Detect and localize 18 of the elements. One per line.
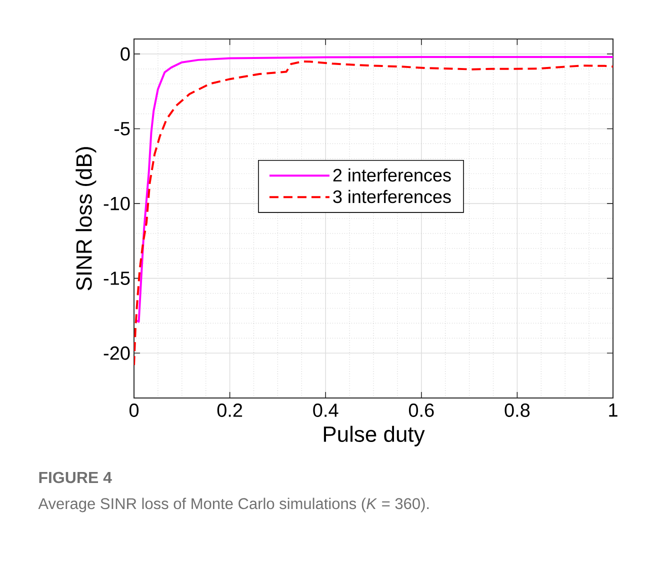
y-axis-title: SINR loss (dB) [76, 147, 96, 290]
legend-label: 2 interferences [333, 168, 451, 182]
y-tick-label: -20 [104, 346, 130, 360]
x-tick-label: 1 [609, 404, 618, 417]
x-tick-label: 0.2 [217, 404, 242, 417]
x-axis-title: Pulse duty [324, 426, 425, 446]
text: Average SINR loss of Monte Carlo simulations (K = 360). [38, 498, 429, 512]
y-tick-label: 0 [120, 47, 130, 61]
line-series [134, 60, 614, 366]
caption: FIGURE 4 [39, 472, 112, 484]
x-tick-label: 0.4 [313, 404, 338, 417]
x-tick-label: 0.8 [504, 404, 530, 417]
legend-label: 3 interferences [333, 190, 451, 204]
y-tick-label: -10 [104, 196, 130, 210]
x-tick-label: 0.6 [408, 404, 434, 417]
y-tick-label: -5 [114, 122, 130, 136]
x-tick-label: 0 [129, 404, 139, 417]
y-tick-label: -15 [104, 272, 130, 285]
